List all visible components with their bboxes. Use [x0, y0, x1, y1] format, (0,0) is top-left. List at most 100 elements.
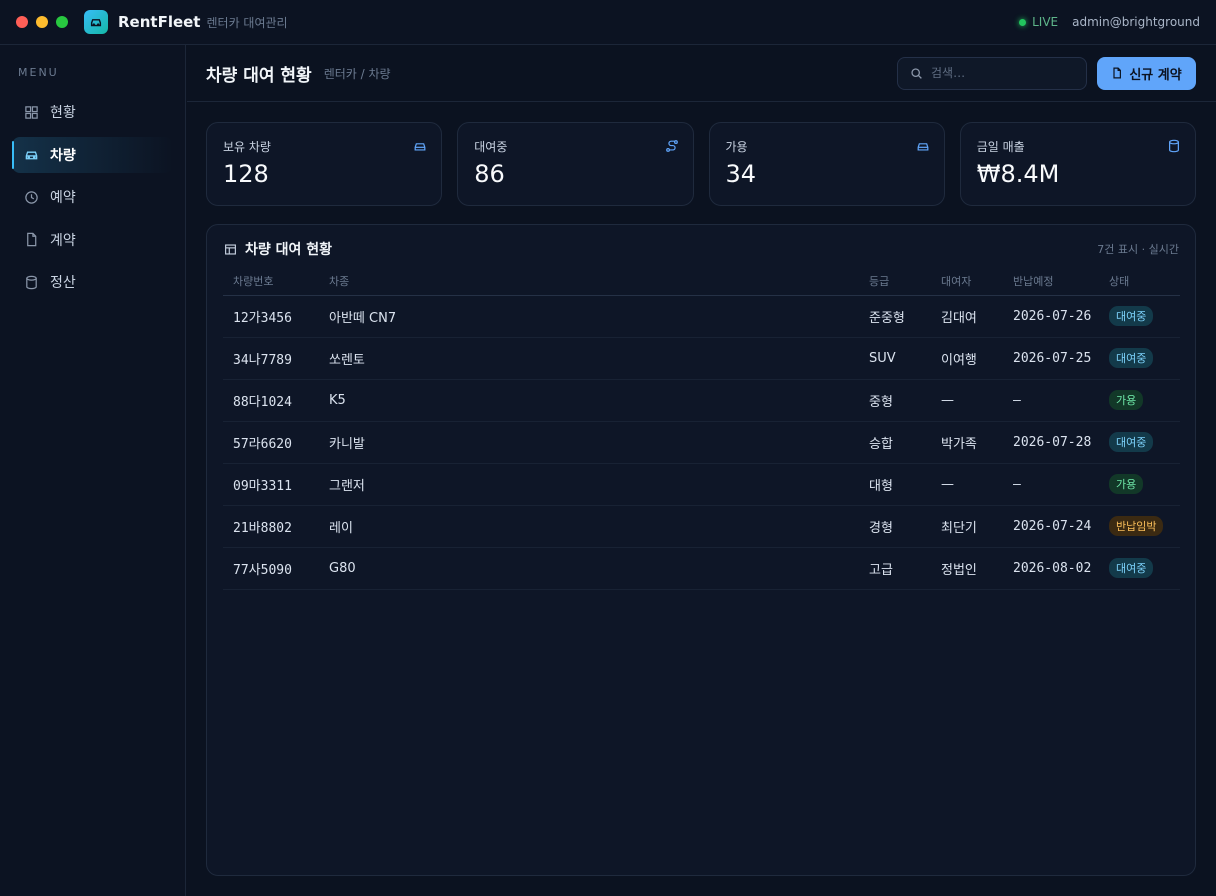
clock-icon: [23, 189, 39, 205]
model-cell: 그랜저: [319, 463, 859, 506]
sidebar-item-contracts[interactable]: 계약: [12, 222, 173, 258]
grade-cell: 승합: [859, 421, 931, 464]
renter-cell: 박가족: [931, 421, 1003, 464]
app-logo: [84, 10, 108, 34]
table-icon: [225, 243, 236, 255]
grade-cell: 고급: [859, 547, 931, 590]
model-cell: 아반떼 CN7: [319, 295, 859, 338]
renter-cell: —: [931, 463, 1003, 506]
stat-card-rented: 대여중 86: [457, 122, 694, 206]
car-icon: [23, 147, 39, 163]
renter-cell: 정법인: [931, 547, 1003, 590]
search-input[interactable]: [931, 66, 1071, 80]
table-row[interactable]: 34나7789 쏘렌토 SUV 이여행 2026-07-25 대여중: [223, 337, 1180, 380]
table-row[interactable]: 57라6620 카니발 승합 박가족 2026-07-28 대여중: [223, 421, 1180, 464]
table-row[interactable]: 12가3456 아반떼 CN7 준중형 김대여 2026-07-26 대여중: [223, 295, 1180, 338]
plate-cell: 88다1024: [223, 379, 319, 422]
search-icon: [911, 67, 922, 79]
menu-title: MENU: [18, 66, 59, 79]
model-cell: 레이: [319, 505, 859, 548]
plate-cell: 34나7789: [223, 337, 319, 380]
close-window-button[interactable]: [16, 16, 28, 28]
return-date-cell: 2026-08-02: [1003, 547, 1099, 590]
new-contract-label: 신규 계약: [1129, 67, 1182, 83]
panel-meta: 7건 표시 · 실시간: [1097, 243, 1179, 256]
column-header[interactable]: 등급: [859, 273, 931, 296]
sidebar-item-vehicles[interactable]: 차량: [12, 136, 173, 173]
column-header[interactable]: 차량번호: [223, 273, 319, 296]
minimize-window-button[interactable]: [36, 16, 48, 28]
sidebar-item-label: 예약: [50, 190, 76, 206]
sidebar-nav: 현황 차량 예약 계약 정산: [0, 94, 185, 300]
return-date-cell: 2026-07-26: [1003, 295, 1099, 338]
column-header[interactable]: 상태: [1099, 273, 1180, 296]
grade-cell: 대형: [859, 463, 931, 506]
status-cell: 가용: [1099, 379, 1180, 422]
sidebar-item-reservations[interactable]: 예약: [12, 179, 173, 215]
return-date-cell: 2026-07-24: [1003, 505, 1099, 548]
sidebar-item-label: 계약: [50, 232, 76, 249]
model-cell: 쏘렌토: [319, 337, 859, 380]
page-header: 차량 대여 현황 렌터카 / 차량 신규 계약: [187, 45, 1216, 102]
page-title: 차량 대여 현황: [206, 65, 312, 86]
breadcrumb: 렌터카 / 차량: [323, 66, 391, 81]
table-row[interactable]: 21바8802 레이 경형 최단기 2026-07-24 반납임박: [223, 505, 1180, 548]
status-badge: 대여중: [1109, 558, 1154, 578]
stat-label: 가용: [725, 140, 748, 154]
status-cell: 대여중: [1099, 421, 1180, 464]
sidebar-item-settlement[interactable]: 정산: [12, 264, 173, 300]
grade-cell: SUV: [859, 337, 931, 380]
sidebar-item-label: 차량: [50, 147, 76, 164]
plate-cell: 21바8802: [223, 505, 319, 548]
column-header[interactable]: 반납예정: [1003, 273, 1099, 296]
status-cell: 가용: [1099, 463, 1180, 506]
sidebar: MENU 현황 차량 예약 계약: [0, 45, 186, 896]
plate-cell: 57라6620: [223, 421, 319, 464]
table-header-row: 차량번호 차종 등급 대여자 반납예정 상태: [223, 273, 1180, 296]
app-name: RentFleet: [118, 13, 201, 31]
plate-cell: 12가3456: [223, 295, 319, 338]
status-badge: 대여중: [1109, 306, 1154, 326]
status-cell: 대여중: [1099, 295, 1180, 338]
document-icon: [1113, 67, 1122, 79]
user-account[interactable]: admin@brightground: [1072, 15, 1200, 29]
sidebar-item-dashboard[interactable]: 현황: [12, 94, 173, 130]
stat-value: 128: [223, 160, 269, 188]
app-subtitle: 렌터카 대여관리: [206, 15, 288, 30]
grade-cell: 준중형: [859, 295, 931, 338]
search-box[interactable]: [897, 56, 1087, 90]
maximize-window-button[interactable]: [56, 16, 68, 28]
grid-icon: [23, 104, 39, 120]
panel-header: 차량 대여 현황 7건 표시 · 실시간: [207, 225, 1195, 273]
renter-cell: 최단기: [931, 505, 1003, 548]
live-label: LIVE: [1032, 15, 1059, 29]
renter-cell: 이여행: [931, 337, 1003, 380]
car-icon: [917, 143, 929, 151]
plate-cell: 09마3311: [223, 463, 319, 506]
car-icon: [90, 19, 102, 27]
grade-cell: 경형: [859, 505, 931, 548]
sidebar-item-label: 현황: [50, 105, 76, 121]
car-icon: [414, 143, 426, 151]
status-badge: 가용: [1109, 390, 1144, 410]
status-cell: 반납임박: [1099, 505, 1180, 548]
column-header[interactable]: 차종: [319, 273, 859, 296]
new-contract-button[interactable]: 신규 계약: [1097, 56, 1196, 90]
status-cell: 대여중: [1099, 547, 1180, 590]
status-badge: 반납임박: [1109, 516, 1164, 536]
stat-label: 대여중: [474, 140, 508, 154]
return-date-cell: 2026-07-25: [1003, 337, 1099, 380]
model-cell: G80: [319, 547, 859, 590]
table-row[interactable]: 77사5090 G80 고급 정법인 2026-08-02 대여중: [223, 547, 1180, 590]
plate-cell: 77사5090: [223, 547, 319, 590]
stat-label: 금일 매출: [976, 140, 1025, 154]
table-row[interactable]: 88다1024 K5 중형 — – 가용: [223, 379, 1180, 422]
grade-cell: 중형: [859, 379, 931, 422]
status-badge: 가용: [1109, 474, 1144, 494]
table-row[interactable]: 09마3311 그랜저 대형 — – 가용: [223, 463, 1180, 506]
title-bar: RentFleet 렌터카 대여관리 LIVE admin@brightgrou…: [0, 0, 1216, 45]
return-date-cell: 2026-07-28: [1003, 421, 1099, 464]
renter-cell: 김대여: [931, 295, 1003, 338]
stat-card-revenue: 금일 매출 ₩8.4M: [959, 122, 1196, 206]
column-header[interactable]: 대여자: [931, 273, 1003, 296]
